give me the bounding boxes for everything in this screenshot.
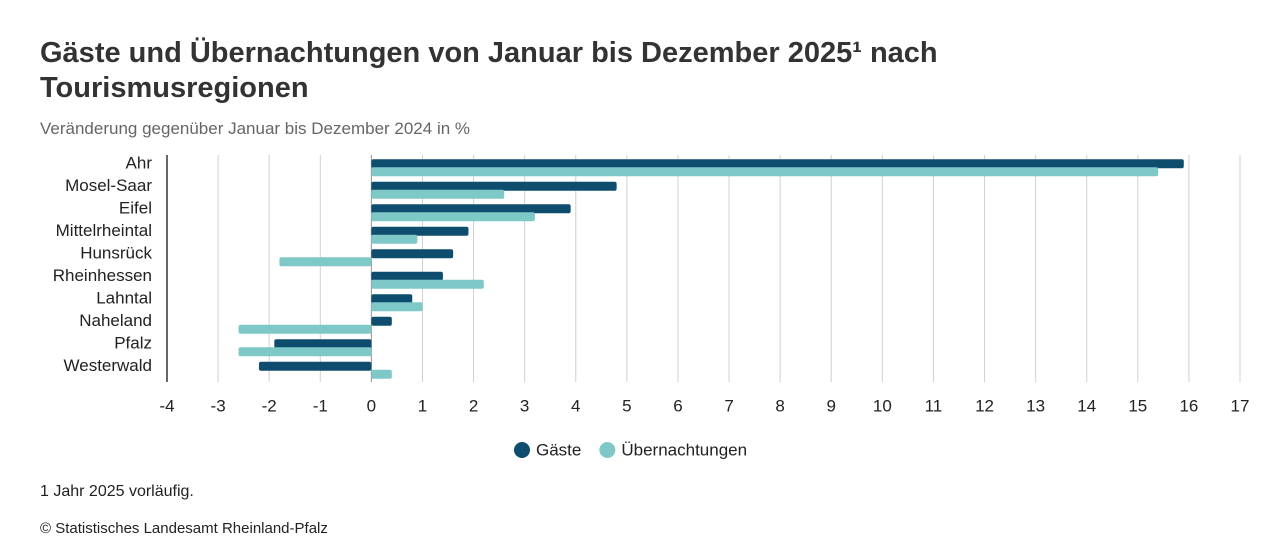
x-tick-label: 12 — [975, 396, 994, 415]
bar — [238, 324, 372, 334]
bar — [371, 212, 535, 222]
bar — [238, 347, 372, 357]
bar — [371, 249, 454, 259]
x-tick-label: 9 — [827, 396, 836, 415]
bar — [371, 226, 469, 236]
bar — [371, 279, 484, 289]
x-tick-label: 16 — [1179, 396, 1198, 415]
y-tick-label: Hunsrück — [80, 244, 152, 263]
legend-label: Übernachtungen — [621, 440, 747, 459]
bar — [371, 234, 418, 244]
y-tick-label: Lahntal — [96, 289, 152, 308]
x-tick-label: 2 — [469, 396, 478, 415]
bar — [371, 271, 443, 281]
bar — [274, 339, 372, 349]
x-tick-label: -3 — [211, 396, 226, 415]
y-tick-label: Pfalz — [114, 334, 152, 353]
bar — [371, 369, 392, 379]
chart-title: Gäste und Übernachtungen von Januar bis … — [40, 37, 938, 104]
x-tick-label: 13 — [1026, 396, 1045, 415]
x-tick-label: 8 — [775, 396, 784, 415]
bar — [371, 189, 505, 199]
x-tick-label: 4 — [571, 396, 580, 415]
x-tick-label: 10 — [873, 396, 892, 415]
legend-label: Gäste — [536, 440, 581, 459]
x-tick-label: -1 — [313, 396, 328, 415]
bar — [371, 159, 1184, 169]
bar — [371, 204, 571, 214]
x-tick-label: 1 — [418, 396, 427, 415]
y-tick-label: Eifel — [119, 199, 152, 218]
bar — [258, 361, 372, 371]
x-tick-label: 17 — [1231, 396, 1250, 415]
bar — [371, 302, 423, 312]
x-tick-label: -4 — [159, 396, 174, 415]
legend-marker — [599, 442, 616, 458]
x-tick-label: 14 — [1077, 396, 1096, 415]
bar — [371, 294, 413, 304]
x-tick-label: 7 — [724, 396, 733, 415]
bar — [371, 167, 1159, 177]
x-tick-label: -2 — [262, 396, 277, 415]
x-tick-label: 6 — [673, 396, 682, 415]
x-tick-label: 3 — [520, 396, 529, 415]
bar — [279, 257, 372, 267]
legend-marker — [514, 442, 530, 458]
y-tick-label: Ahr — [126, 154, 153, 173]
footnote: 1 Jahr 2025 vorläufig. — [40, 483, 194, 500]
chart-subtitle: Veränderung gegenüber Januar bis Dezembe… — [40, 119, 471, 138]
x-tick-label: 5 — [622, 396, 631, 415]
bar — [371, 181, 617, 191]
source: © Statistisches Landesamt Rheinland-Pfal… — [40, 520, 328, 537]
y-tick-label: Mosel-Saar — [65, 176, 152, 195]
x-tick-label: 15 — [1128, 396, 1147, 415]
x-tick-label: 11 — [925, 396, 943, 415]
y-tick-label: Naheland — [79, 311, 152, 330]
bar — [371, 316, 392, 326]
y-tick-label: Mittelrheintal — [56, 221, 152, 240]
y-tick-label: Westerwald — [64, 356, 153, 375]
y-tick-label: Rheinhessen — [53, 266, 152, 285]
x-tick-label: 0 — [367, 396, 376, 415]
